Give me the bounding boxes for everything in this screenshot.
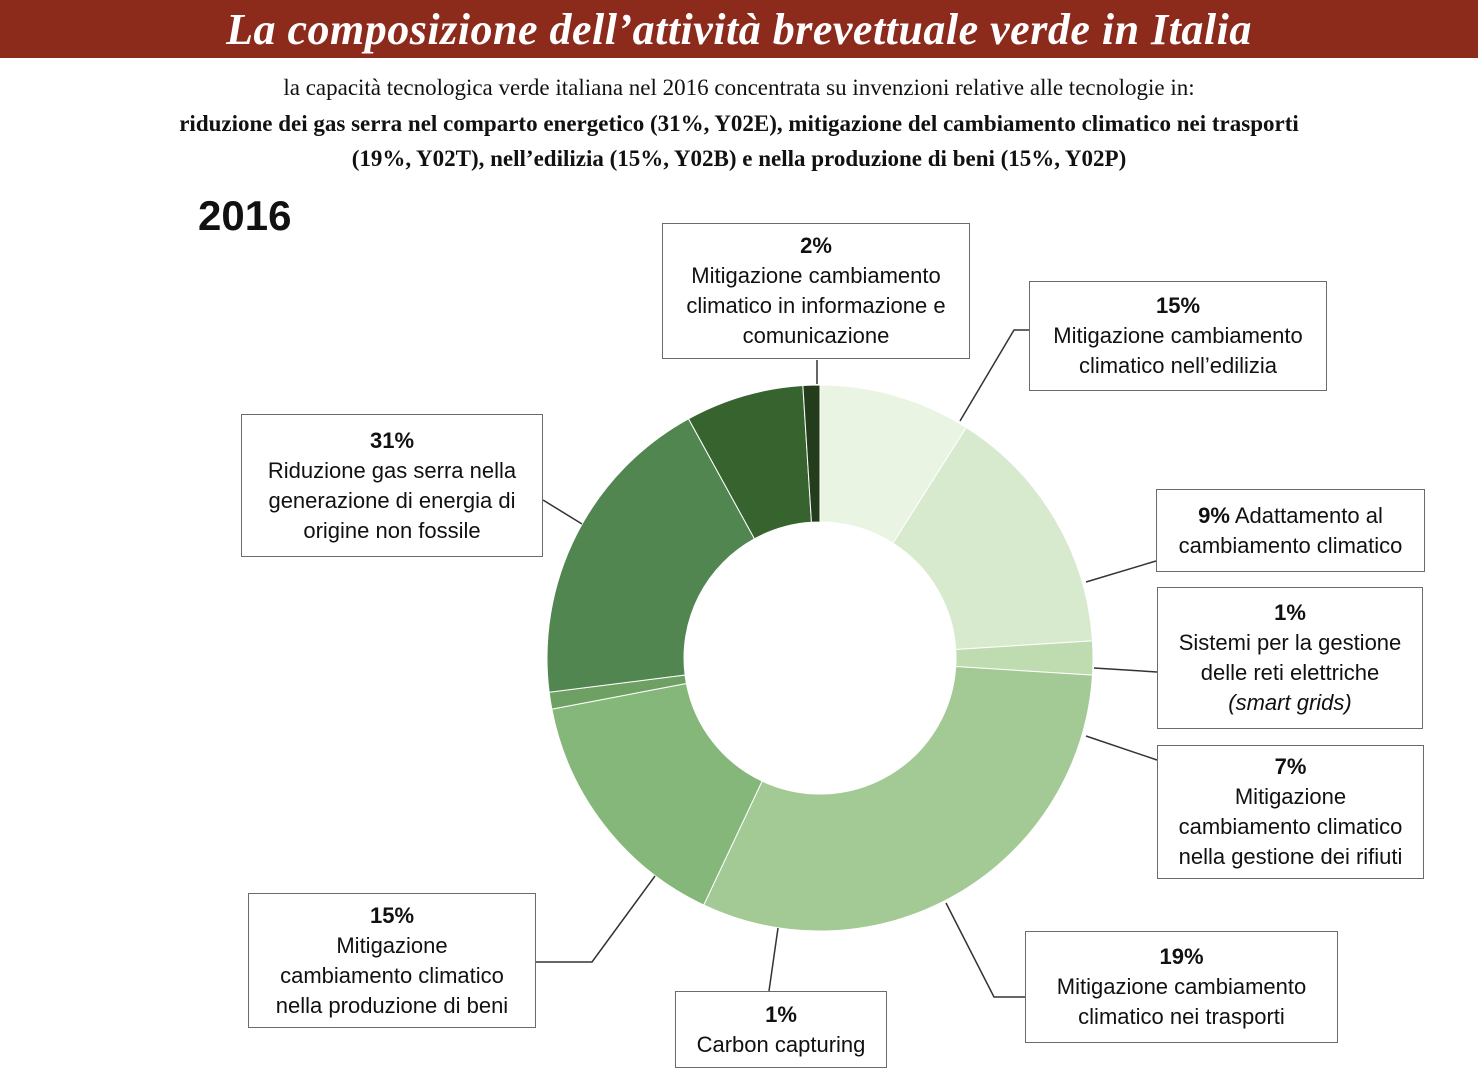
slice-energy	[703, 666, 1093, 932]
leader-line-smart-grids	[1093, 667, 1158, 673]
leader-line-carbon	[768, 927, 779, 992]
label-transport-line-1: Mitigazione cambiamento	[1056, 974, 1307, 999]
label-energy-line-2: generazione di energia di	[268, 487, 516, 513]
label-buildings-line-2: climatico nell’edilizia	[1078, 353, 1278, 378]
label-energy-line-1: Riduzione gas serra nella	[267, 457, 517, 483]
label-adaptation-line-2: cambiamento climatico	[1178, 532, 1403, 558]
label-transport-line-2: climatico nei trasporti	[1078, 1004, 1285, 1029]
slice-transport	[546, 418, 756, 693]
label-buildings-line-1: Mitigazione cambiamento	[1053, 323, 1303, 348]
subtitle-line-3: (19%, Y02T), nell’edilizia (15%, Y02B) e…	[351, 146, 1127, 171]
label-carbon-pct: 1%	[765, 1001, 797, 1027]
label-adaptation-pct: 9%	[1198, 502, 1230, 528]
title-banner: La composizione dell’attività brevettual…	[0, 0, 1478, 58]
label-smart-grids-line-1: Sistemi per la gestione	[1178, 630, 1402, 655]
label-goods-line-2: cambiamento climatico	[280, 962, 504, 988]
label-waste-line-3: nella gestione dei rifiuti	[1178, 844, 1403, 869]
leader-line-adaptation	[1085, 560, 1157, 583]
label-ict-line-1: Mitigazione cambiamento	[691, 263, 941, 288]
leader-line-buildings	[959, 329, 1029, 422]
page-title: La composizione dell’attività brevettual…	[226, 4, 1252, 54]
label-energy-pct: 31%	[369, 427, 415, 453]
label-goods: 15% Mitigazione cambiamento climatico ne…	[248, 893, 536, 1028]
leader-line-goods	[536, 875, 656, 963]
label-transport: 19% Mitigazione cambiamento climatico ne…	[1025, 931, 1338, 1043]
leader-line-transport	[945, 902, 1025, 998]
label-smart-grids-line-2: delle reti elettriche	[1200, 660, 1380, 685]
label-buildings-pct: 15%	[1155, 293, 1201, 318]
slice-smart-grids	[802, 384, 821, 523]
label-goods-pct: 15%	[369, 902, 415, 928]
leader-lines	[536, 329, 1158, 998]
label-carbon-line-1: Carbon capturing	[696, 1031, 866, 1057]
label-waste-line-1: Mitigazione	[1234, 784, 1347, 809]
label-waste-line-2: cambiamento climatico	[1178, 814, 1403, 839]
label-energy-line-3: origine non fossile	[303, 517, 481, 543]
label-ict: 2% Mitigazione cambiamento climatico in …	[662, 223, 970, 359]
label-smart-grids: 1% Sistemi per la gestione delle reti el…	[1157, 587, 1423, 729]
label-ict-pct: 2%	[800, 233, 832, 258]
leader-line-energy	[542, 499, 583, 525]
label-adaptation: 9% Adattamento al cambiamento climatico	[1156, 489, 1425, 572]
label-buildings: 15% Mitigazione cambiamento climatico ne…	[1029, 281, 1327, 391]
subtitle-highlight: riduzione dei gas serra nel comparto ene…	[0, 106, 1478, 176]
slice-buildings	[892, 426, 1093, 650]
label-smart-grids-pct: 1%	[1274, 600, 1306, 625]
label-adaptation-line-1: 9% Adattamento al	[1198, 501, 1383, 531]
label-goods-line-3: nella produzione di beni	[275, 992, 509, 1018]
donut-slices	[546, 384, 1094, 932]
label-smart-grids-line-3: (smart grids)	[1228, 690, 1352, 715]
label-waste-pct: 7%	[1274, 754, 1307, 779]
leader-line-waste	[1085, 735, 1158, 761]
subtitle-line-1: la capacità tecnologica verde italiana n…	[283, 75, 1195, 100]
label-ict-line-2: climatico in informazione e	[686, 293, 946, 318]
slice-goods	[551, 682, 763, 906]
label-carbon: 1% Carbon capturing	[675, 991, 887, 1068]
year-label: 2016	[198, 192, 292, 239]
subtitle-line-2: riduzione dei gas serra nel comparto ene…	[179, 111, 1299, 136]
label-waste: 7% Mitigazione cambiamento climatico nel…	[1157, 745, 1424, 879]
label-adaptation-text-1: Adattamento al	[1234, 502, 1383, 528]
label-goods-line-1: Mitigazione	[336, 932, 448, 958]
label-energy: 31% Riduzione gas serra nella generazion…	[241, 414, 543, 557]
label-ict-line-3: comunicazione	[742, 323, 890, 348]
label-transport-pct: 19%	[1159, 944, 1204, 969]
